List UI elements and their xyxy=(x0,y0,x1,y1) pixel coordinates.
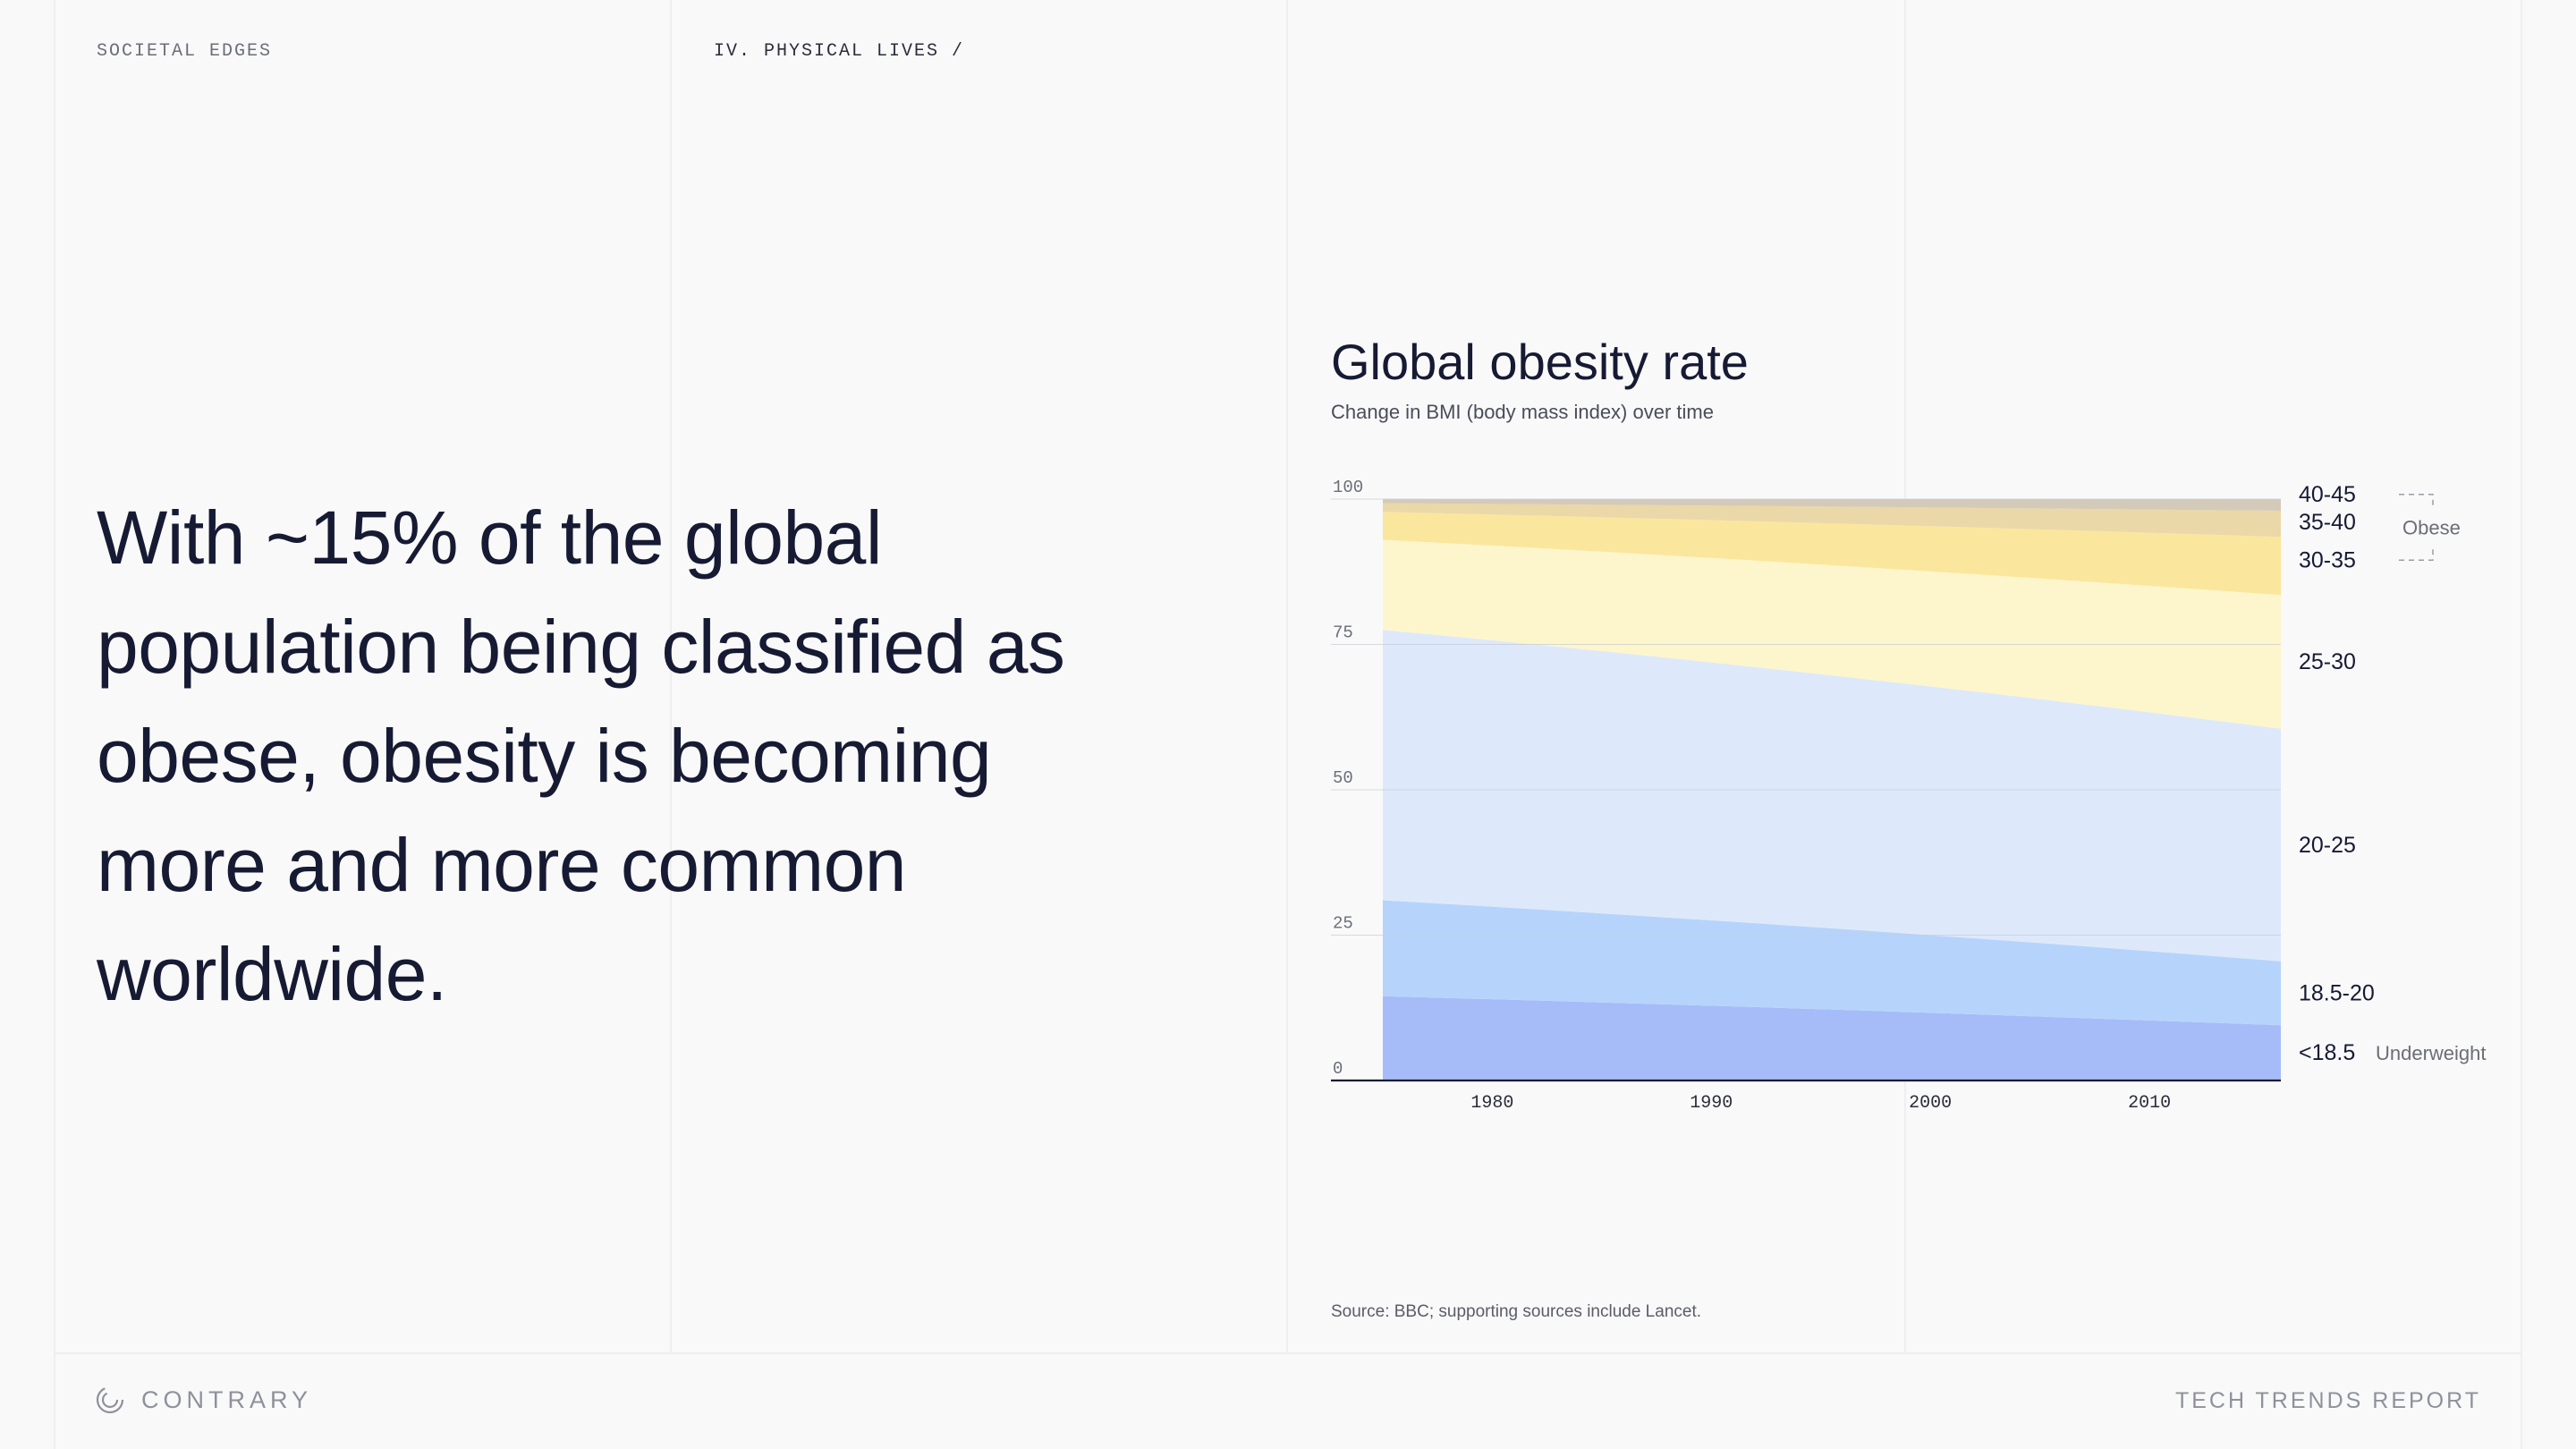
area-series-2 xyxy=(1383,630,2281,962)
report-name: TECH TRENDS REPORT xyxy=(2174,1388,2481,1413)
series-label: 30-35 xyxy=(2299,547,2356,572)
series-label: 40-45 xyxy=(2299,482,2356,507)
chart-subtitle: Change in BMI (body mass index) over tim… xyxy=(1331,401,1714,423)
brand-name: CONTRARY xyxy=(141,1385,313,1413)
x-tick-label: 1990 xyxy=(1690,1093,1733,1114)
source-note: Source: BBC; supporting sources include … xyxy=(1331,1302,1702,1321)
headline: With ~15% of the global population being… xyxy=(97,496,1065,1016)
chapter-label: IV. PHYSICAL LIVES / xyxy=(714,41,965,62)
series-label: 25-30 xyxy=(2299,649,2356,674)
obese-bracket-top xyxy=(2399,494,2434,505)
y-tick-label: 0 xyxy=(1333,1059,1343,1079)
area-series-1 xyxy=(1383,900,2281,1026)
section-label: SOCIETAL EDGES xyxy=(97,41,273,62)
y-tick-label: 75 xyxy=(1333,623,1353,643)
chart-title: Global obesity rate xyxy=(1331,334,1749,390)
obesity-area-chart: 0 25 50 75 100 1980 1990 2000 2010 <18.5 18.5-20 20… xyxy=(1331,478,2487,1114)
series-label: <18.5 xyxy=(2299,1040,2355,1065)
area-series-5 xyxy=(1383,503,2281,538)
area-series-0 xyxy=(1383,996,2281,1080)
underweight-annotation: Underweight xyxy=(2376,1042,2487,1064)
area-series-4 xyxy=(1383,512,2281,596)
x-tick-label: 2010 xyxy=(2128,1093,2171,1114)
y-tick-label: 25 xyxy=(1333,914,1353,934)
x-tick-label: 1980 xyxy=(1470,1093,1513,1114)
obese-annotation: Obese xyxy=(2402,517,2461,539)
area-series-3 xyxy=(1383,539,2281,729)
obese-bracket-bottom xyxy=(2399,549,2434,561)
contrary-logo-icon xyxy=(96,1385,124,1414)
series-label: 18.5-20 xyxy=(2299,981,2375,1006)
x-tick-label: 2000 xyxy=(1909,1093,1952,1114)
series-label: 20-25 xyxy=(2299,833,2356,858)
grid-line xyxy=(1286,0,1288,1352)
brand-logo[interactable]: CONTRARY xyxy=(95,1385,312,1415)
y-tick-label: 100 xyxy=(1333,478,1363,497)
area-series-6 xyxy=(1383,499,2281,511)
grid-line xyxy=(54,1352,55,1449)
footer-divider xyxy=(54,1352,2522,1354)
grid-line xyxy=(2521,0,2522,1449)
series-label: 35-40 xyxy=(2299,510,2356,535)
grid-line xyxy=(54,0,55,1352)
y-tick-label: 50 xyxy=(1333,768,1353,788)
grid-line xyxy=(670,0,672,1352)
